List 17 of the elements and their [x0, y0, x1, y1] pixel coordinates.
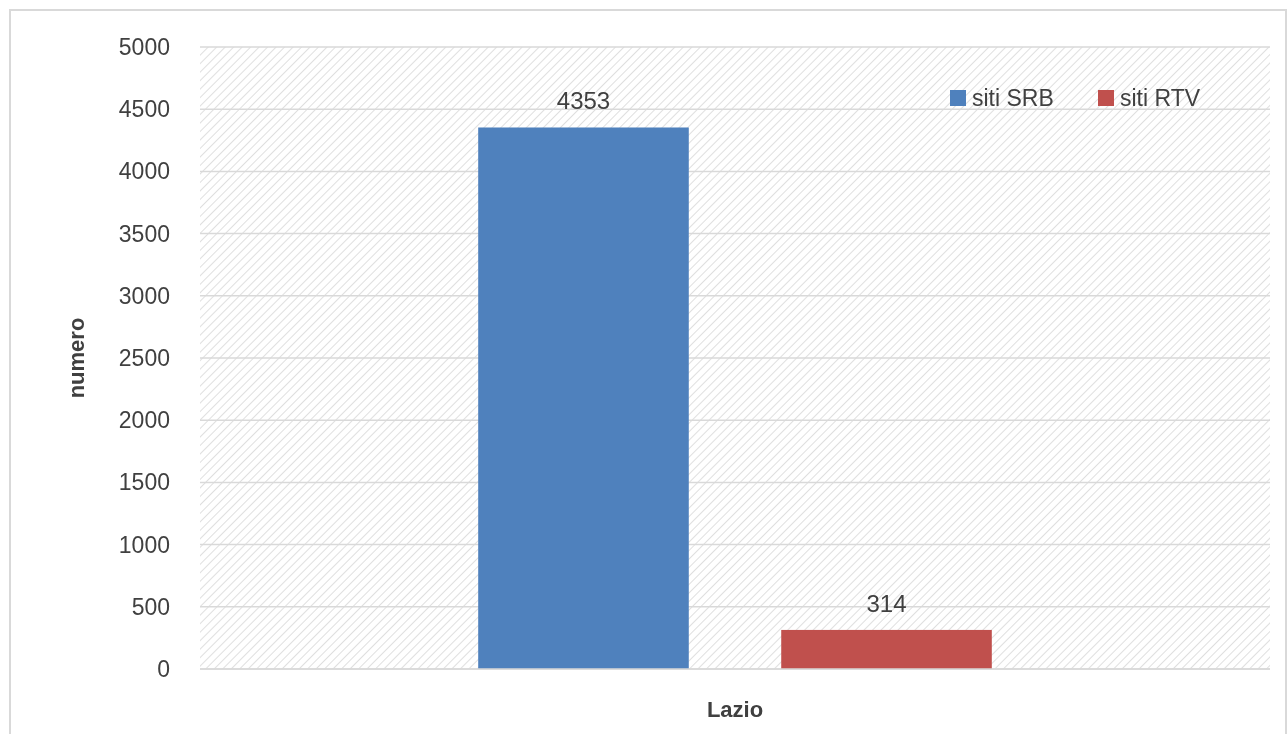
y-tick-label: 1500: [118, 469, 170, 496]
y-tick-label: 4000: [118, 158, 170, 185]
y-tick-label: 3000: [118, 282, 170, 309]
y-tick-label: 1000: [118, 531, 170, 558]
data-label: 4353: [556, 87, 611, 115]
y-tick-label: 3500: [118, 220, 170, 247]
y-axis-title: numero: [64, 317, 89, 399]
y-tick-label: 2500: [118, 345, 170, 372]
x-tick-label: Lazio: [706, 697, 764, 722]
legend-label: siti SRB: [972, 85, 1054, 111]
y-tick-label: 0: [157, 656, 170, 683]
legend-label: siti RTV: [1120, 85, 1201, 111]
y-tick-label: 5000: [118, 34, 170, 61]
y-tick-label: 4500: [118, 96, 170, 123]
y-tick-label: 2000: [118, 407, 170, 434]
data-label: 314: [866, 589, 907, 617]
y-tick-label: 500: [131, 593, 170, 620]
